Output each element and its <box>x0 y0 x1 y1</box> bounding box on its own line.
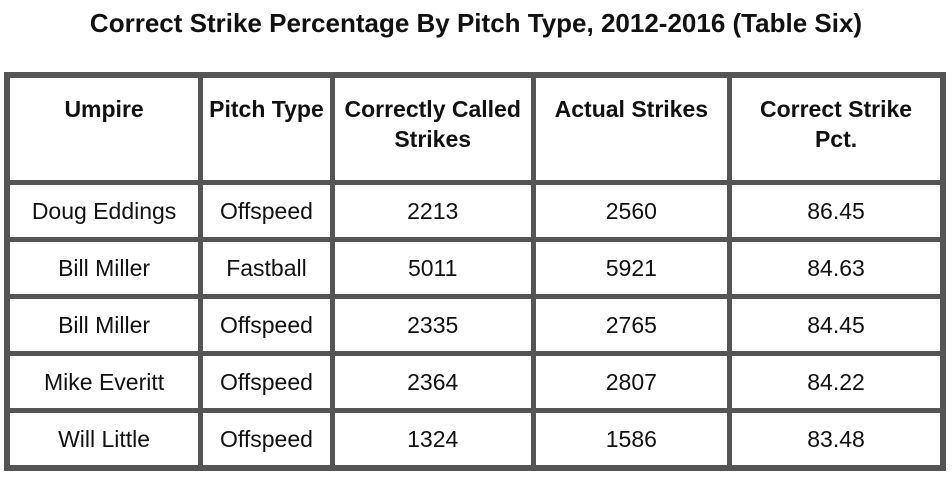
table-row: Mike Everitt Offspeed 2364 2807 84.22 <box>4 351 946 413</box>
column-header: Correctly Called Strikes <box>329 72 536 185</box>
table-cell: 2364 <box>329 351 536 413</box>
table-cell: 1324 <box>329 408 536 471</box>
table-cell: 83.48 <box>727 408 946 471</box>
header-row: Umpire Pitch Type Correctly Called Strikes… <box>4 72 946 185</box>
table-cell: Bill Miller <box>4 294 204 356</box>
table-cell: 84.45 <box>727 294 946 356</box>
table-cell: 84.22 <box>727 351 946 413</box>
table-cell: 84.63 <box>727 237 946 299</box>
table-cell: 1586 <box>530 408 733 471</box>
column-header: Actual Strikes <box>530 72 733 185</box>
table-row: Will Little Offspeed 1324 1586 83.48 <box>4 408 946 471</box>
table-row: Bill Miller Offspeed 2335 2765 84.45 <box>4 294 946 356</box>
table-cell: Fastball <box>198 237 335 299</box>
table-cell: 5921 <box>530 237 733 299</box>
table-cell: Will Little <box>4 408 204 471</box>
table-cell: Mike Everitt <box>4 351 204 413</box>
table-cell: 86.45 <box>727 180 946 242</box>
table-body: Doug Eddings Offspeed 2213 2560 86.45 Bill Mi… <box>4 180 946 471</box>
table-row: Bill Miller Fastball 5011 5921 84.63 <box>4 237 946 299</box>
column-header: Umpire <box>4 72 204 185</box>
data-table: Umpire Pitch Type Correctly Called Strikes… <box>4 72 946 471</box>
table-cell: Offspeed <box>198 351 335 413</box>
table-row: Doug Eddings Offspeed 2213 2560 86.45 <box>4 180 946 242</box>
table-cell: 5011 <box>329 237 536 299</box>
column-header: Pitch Type <box>198 72 335 185</box>
table-cell: Offspeed <box>198 180 335 242</box>
table-cell: Bill Miller <box>4 237 204 299</box>
table-cell: 2213 <box>329 180 536 242</box>
table-cell: 2765 <box>530 294 733 356</box>
table-cell: 2335 <box>329 294 536 356</box>
table-cell: Offspeed <box>198 294 335 356</box>
table-cell: 2560 <box>530 180 733 242</box>
table-cell: 2807 <box>530 351 733 413</box>
table-cell: Offspeed <box>198 408 335 471</box>
title: Correct Strike Percentage By Pitch Type,… <box>89 8 863 38</box>
column-header: Correct Strike Pct. <box>727 72 946 185</box>
table-cell: Doug Eddings <box>4 180 204 242</box>
